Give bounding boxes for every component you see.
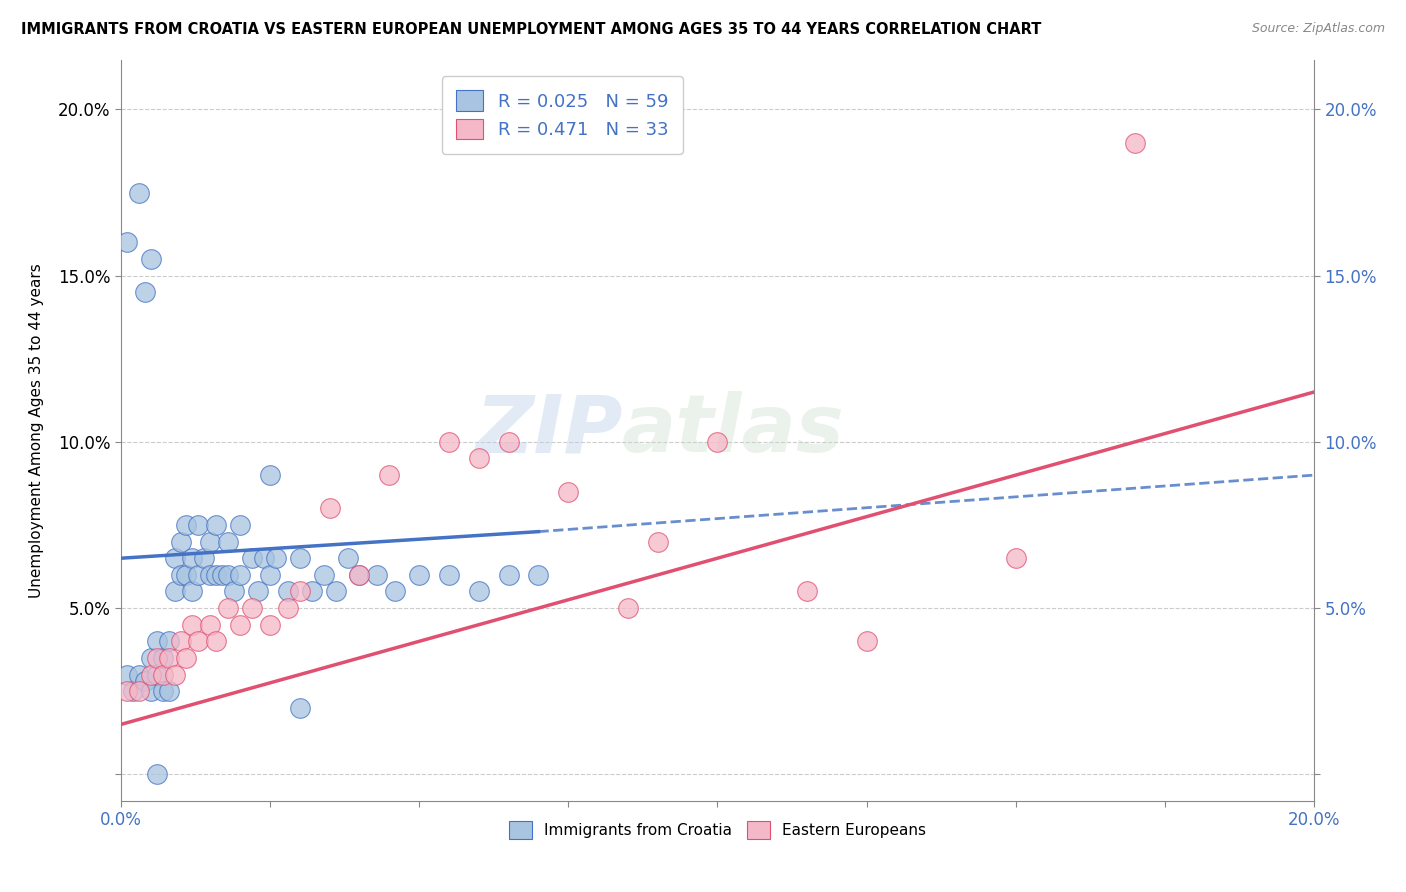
Point [277,601,299,615]
Point [176,651,198,665]
Point [139,651,162,665]
Point [247,584,270,599]
Point [181,617,204,632]
Point [152,667,174,681]
Point [169,567,191,582]
Point [312,567,335,582]
Point [139,252,162,266]
Point [229,617,252,632]
Point [163,551,186,566]
Point [217,567,239,582]
Point [152,684,174,698]
Point [163,584,186,599]
Point [468,584,491,599]
Point [1004,551,1026,566]
Point [134,674,156,689]
Point [187,518,209,533]
Point [115,667,138,681]
Point [200,534,222,549]
Point [325,584,347,599]
Point [336,551,359,566]
Point [796,584,818,599]
Point [240,601,263,615]
Point [259,567,281,582]
Point [128,684,150,698]
Point [181,551,204,566]
Point [240,551,263,566]
Text: IMMIGRANTS FROM CROATIA VS EASTERN EUROPEAN UNEMPLOYMENT AMONG AGES 35 TO 44 YEA: IMMIGRANTS FROM CROATIA VS EASTERN EUROP… [21,22,1042,37]
Text: ZIP: ZIP [475,392,621,469]
Point [181,584,204,599]
Point [187,634,209,648]
Point [378,468,401,483]
Point [557,484,579,499]
Point [121,684,143,698]
Text: atlas: atlas [621,392,845,469]
Point [145,667,167,681]
Point [647,534,669,549]
Point [349,567,371,582]
Text: Source: ZipAtlas.com: Source: ZipAtlas.com [1251,22,1385,36]
Point [229,567,252,582]
Point [145,634,167,648]
Point [128,186,150,200]
Point [1123,136,1146,150]
Point [187,567,209,582]
Point [134,285,156,300]
Point [200,567,222,582]
Point [366,567,388,582]
Point [259,617,281,632]
Point [145,767,167,781]
Point [200,617,222,632]
Point [217,534,239,549]
Point [139,684,162,698]
Point [253,551,276,566]
Point [617,601,640,615]
Point [157,634,180,648]
Point [205,518,228,533]
Point [176,567,198,582]
Point [288,584,311,599]
Point [115,684,138,698]
Point [408,567,430,582]
Point [706,434,728,449]
Point [145,651,167,665]
Point [277,584,299,599]
Point [157,651,180,665]
Point [205,634,228,648]
Point [318,501,340,516]
Point [437,567,460,582]
Point [498,434,520,449]
Point [288,701,311,715]
Point [264,551,287,566]
Point [217,601,239,615]
Point [855,634,877,648]
Point [139,667,162,681]
Point [437,434,460,449]
Point [115,235,138,250]
Point [301,584,323,599]
Point [128,667,150,681]
Point [169,634,191,648]
Point [205,567,228,582]
Point [498,567,520,582]
Point [169,534,191,549]
Y-axis label: Unemployment Among Ages 35 to 44 years: Unemployment Among Ages 35 to 44 years [30,263,44,598]
Point [288,551,311,566]
Legend: Immigrants from Croatia, Eastern Europeans: Immigrants from Croatia, Eastern Europea… [502,815,932,845]
Point [176,518,198,533]
Point [193,551,215,566]
Point [157,684,180,698]
Point [259,468,281,483]
Point [229,518,252,533]
Point [163,667,186,681]
Point [211,567,233,582]
Point [527,567,550,582]
Point [224,584,246,599]
Point [384,584,406,599]
Point [468,451,491,466]
Point [152,651,174,665]
Point [349,567,371,582]
